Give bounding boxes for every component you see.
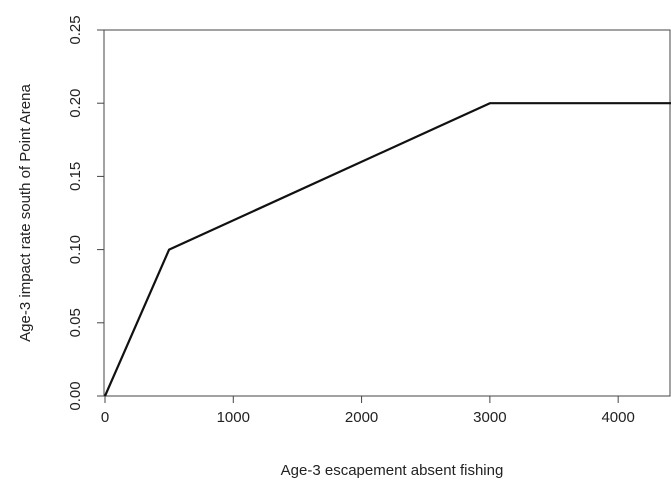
x-tick-label: 1000 — [217, 409, 250, 426]
x-axis: 0 1000 2000 3000 4000 — [101, 396, 635, 426]
x-tick-label: 0 — [101, 409, 109, 426]
y-tick-label: 0.10 — [67, 235, 84, 264]
x-axis-title: Age-3 escapement absent fishing — [281, 462, 504, 479]
y-axis: 0.00 0.05 0.10 0.15 0.20 0.25 — [67, 15, 104, 411]
plot-frame — [103, 29, 671, 397]
series-layer — [103, 102, 671, 397]
y-tick-label: 0.15 — [67, 162, 84, 191]
series-line — [103, 102, 671, 397]
y-tick-label: 0.20 — [67, 89, 84, 118]
y-axis-title: Age-3 impact rate south of Point Arena — [17, 84, 34, 342]
x-tick-label: 2000 — [345, 409, 378, 426]
x-tick-label: 3000 — [473, 409, 506, 426]
y-tick-label: 0.25 — [67, 15, 84, 44]
y-tick-label: 0.05 — [67, 308, 84, 337]
y-tick-label: 0.00 — [67, 381, 84, 410]
x-tick-label: 4000 — [601, 409, 634, 426]
